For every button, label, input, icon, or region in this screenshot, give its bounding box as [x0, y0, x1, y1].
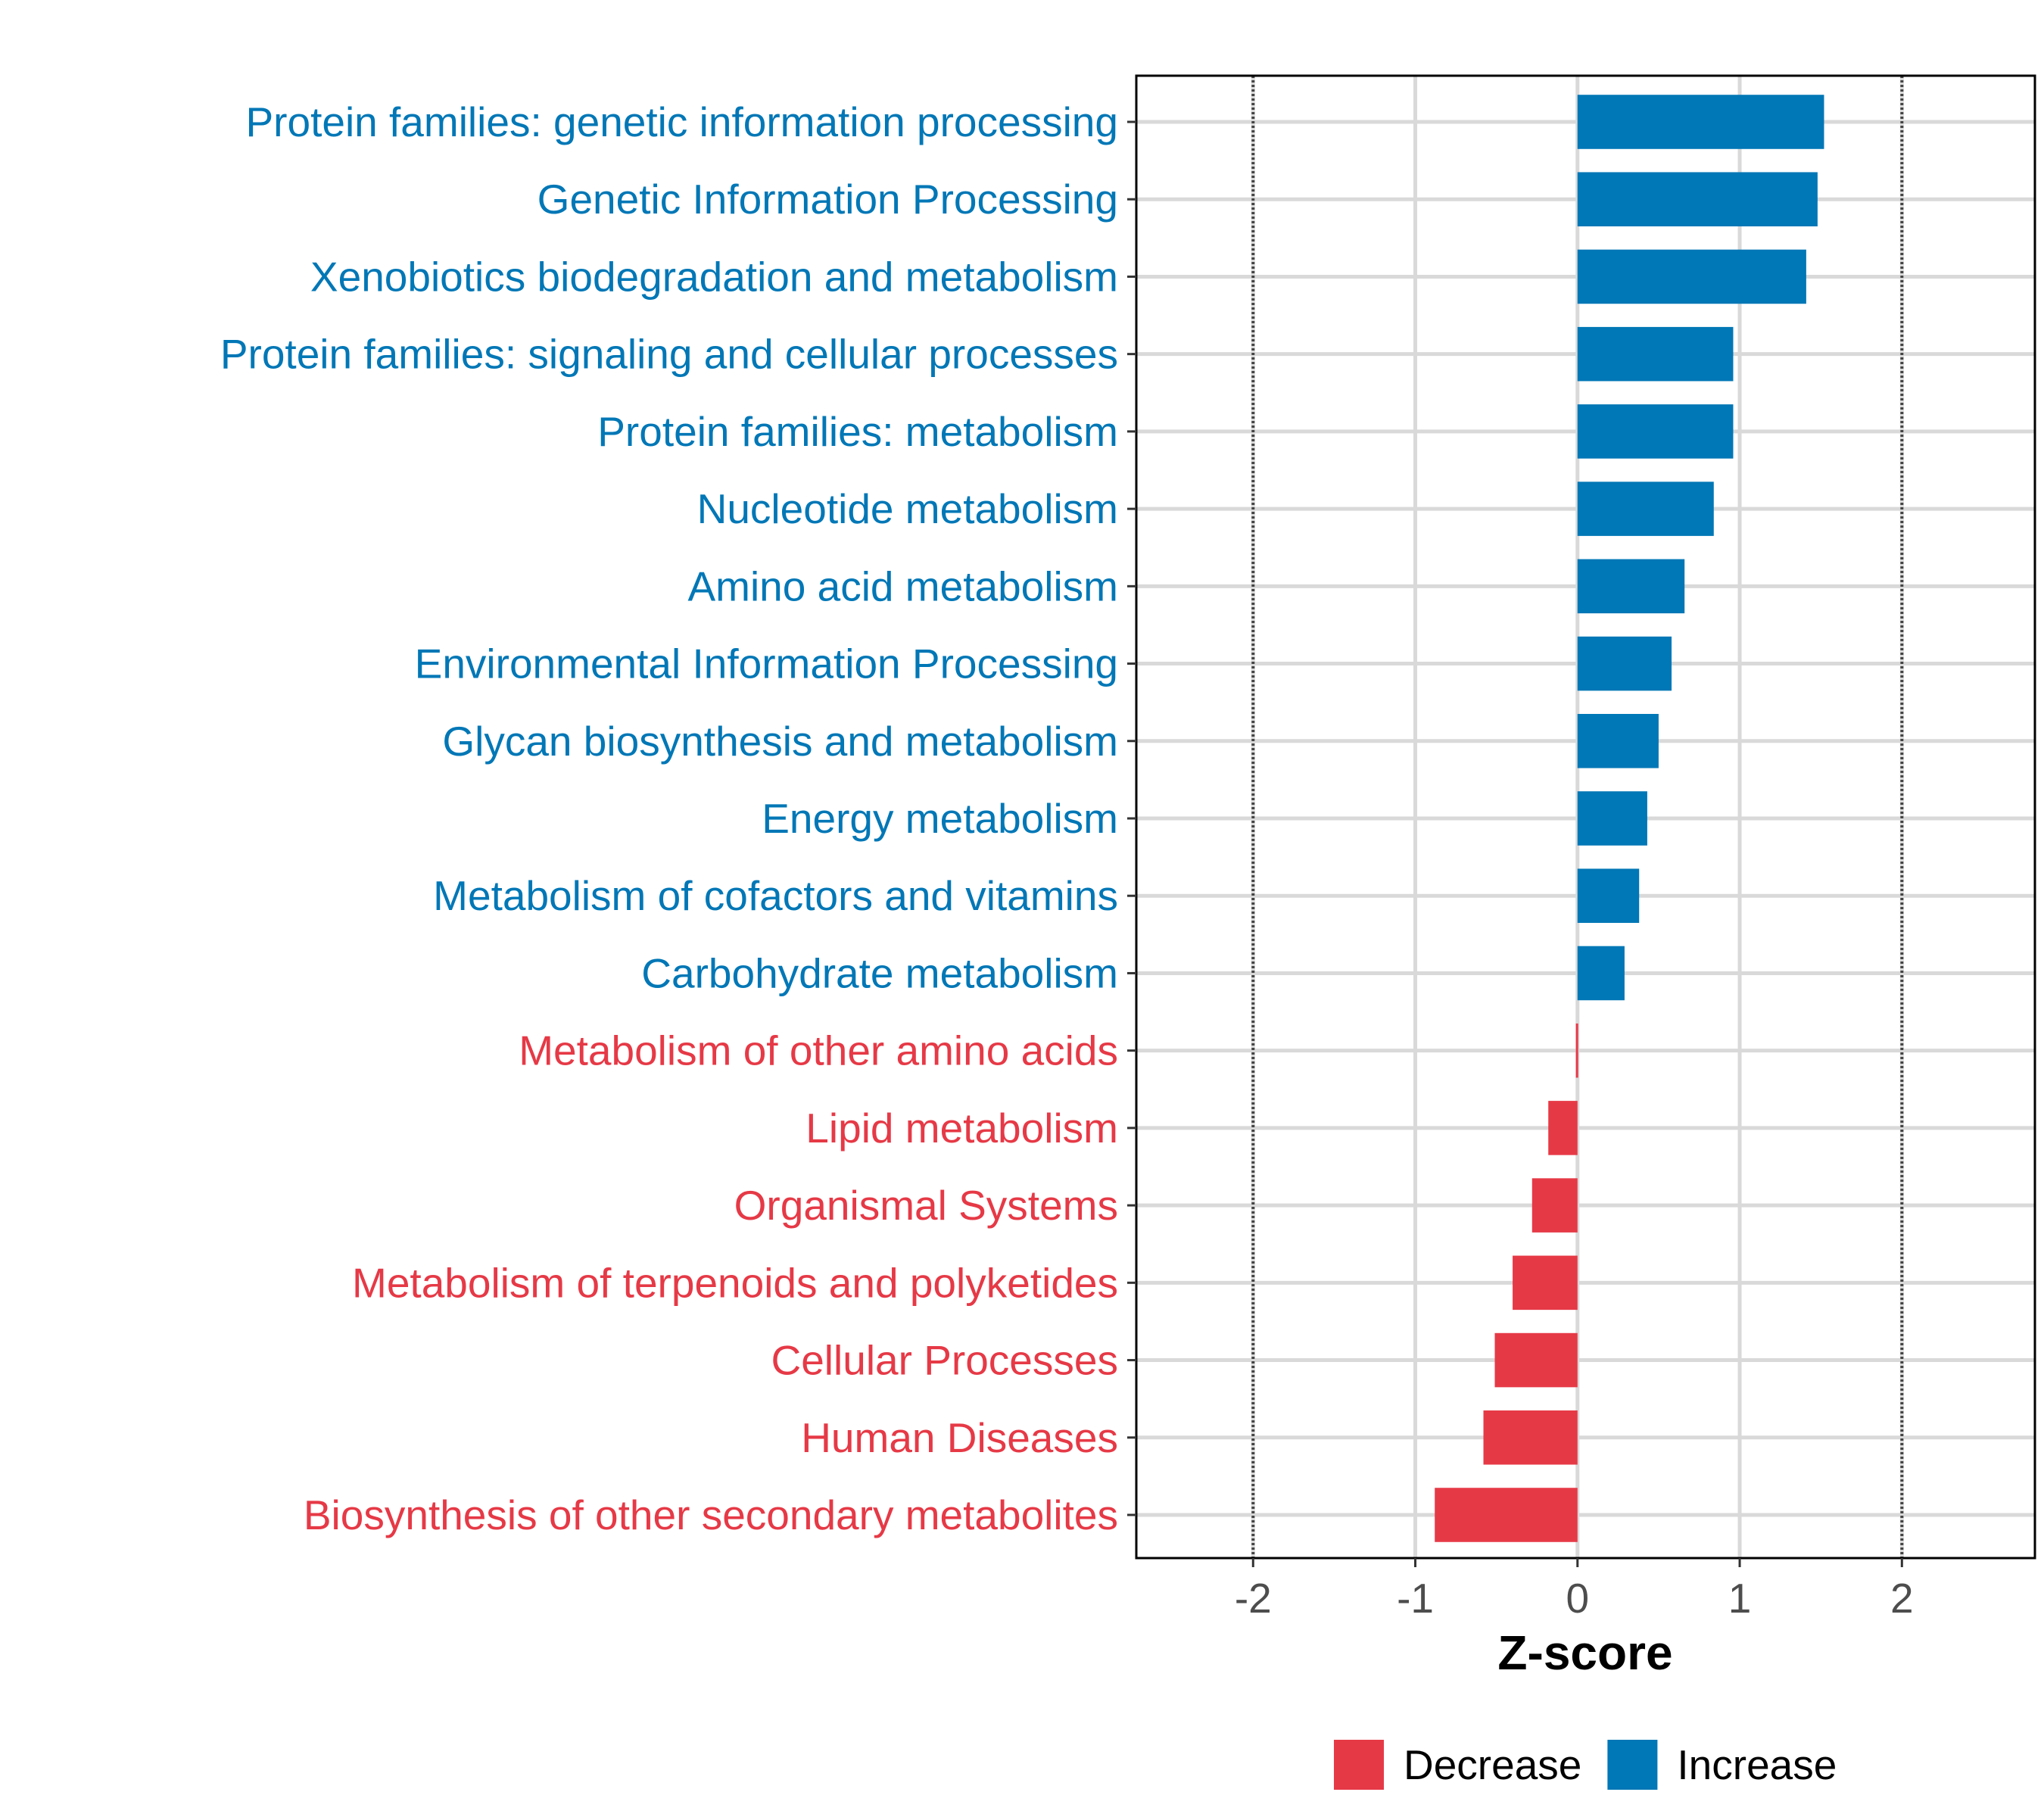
legend-key	[1334, 1740, 1384, 1790]
bar	[1577, 868, 1640, 923]
x-tick-label: -1	[1397, 1575, 1434, 1622]
bar	[1577, 482, 1714, 536]
category-label: Amino acid metabolism	[687, 563, 1118, 609]
category-label: Metabolism of cofactors and vitamins	[433, 872, 1118, 919]
category-label: Protein families: genetic information pr…	[245, 98, 1118, 145]
category-label: Organismal Systems	[734, 1182, 1118, 1229]
legend-key	[1607, 1740, 1658, 1790]
category-label: Cellular Processes	[771, 1337, 1118, 1384]
category-label: Xenobiotics biodegradation and metabolis…	[310, 253, 1118, 300]
bar	[1577, 404, 1734, 459]
category-labels: Protein families: genetic information pr…	[220, 98, 1136, 1538]
bar	[1577, 172, 1818, 226]
bar	[1577, 791, 1647, 846]
category-label: Human Diseases	[801, 1414, 1118, 1461]
category-label: Carbohydrate metabolism	[641, 949, 1118, 996]
bars	[1435, 95, 1824, 1542]
bar	[1577, 95, 1824, 149]
x-axis-ticks: -2 -1 0 1 2	[1235, 1558, 1914, 1622]
bar	[1577, 559, 1685, 614]
category-label: Metabolism of other amino acids	[519, 1027, 1118, 1074]
bar	[1575, 1023, 1578, 1078]
x-tick-label: -2	[1235, 1575, 1272, 1622]
bar	[1577, 636, 1672, 691]
category-label: Lipid metabolism	[805, 1105, 1118, 1152]
reference-lines	[1251, 76, 1904, 1558]
category-label: Environmental Information Processing	[415, 640, 1118, 687]
x-axis-title: Z-score	[1497, 1625, 1672, 1680]
x-tick-label: 2	[1890, 1575, 1914, 1622]
bar	[1577, 326, 1734, 382]
x-tick-label: 0	[1566, 1575, 1589, 1622]
bar	[1435, 1488, 1578, 1542]
bar	[1577, 714, 1659, 768]
bar	[1531, 1178, 1578, 1233]
x-tick-label: 1	[1728, 1575, 1752, 1622]
bar	[1577, 946, 1625, 1001]
category-label: Protein families: signaling and cellular…	[220, 331, 1118, 378]
category-label: Genetic Information Processing	[537, 176, 1118, 223]
bar	[1513, 1255, 1578, 1311]
panel-border	[1135, 74, 2036, 1560]
legend-label: Decrease	[1404, 1741, 1581, 1788]
category-label: Protein families: metabolism	[597, 408, 1118, 455]
category-label: Metabolism of terpenoids and polyketides	[352, 1259, 1118, 1306]
category-label: Glycan biosynthesis and metabolism	[442, 718, 1118, 765]
category-label: Nucleotide metabolism	[697, 485, 1118, 532]
legend-label: Increase	[1677, 1741, 1837, 1788]
bar	[1577, 249, 1806, 304]
bar	[1483, 1410, 1578, 1465]
bar	[1494, 1332, 1578, 1388]
legend: Decrease Increase	[1334, 1740, 1837, 1790]
category-label: Biosynthesis of other secondary metaboli…	[304, 1491, 1118, 1538]
bar	[1548, 1101, 1578, 1155]
category-label: Energy metabolism	[762, 795, 1118, 842]
